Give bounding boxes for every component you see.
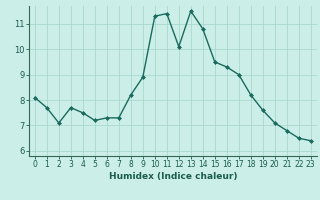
X-axis label: Humidex (Indice chaleur): Humidex (Indice chaleur) [108, 172, 237, 181]
